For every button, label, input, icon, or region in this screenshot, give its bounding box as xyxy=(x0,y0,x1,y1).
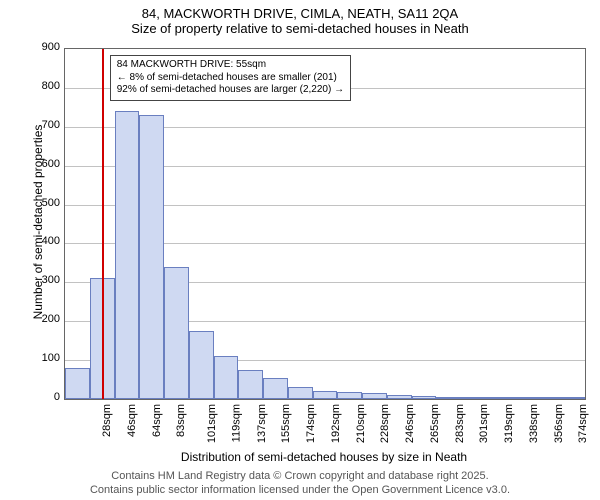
y-axis-label: Number of semi-detached properties xyxy=(31,102,45,342)
y-tick-label: 400 xyxy=(28,235,60,247)
y-tick-label: 600 xyxy=(28,158,60,170)
annotation-box: 84 MACKWORTH DRIVE: 55sqm← 8% of semi-de… xyxy=(110,55,351,101)
x-tick-label: 119sqm xyxy=(230,404,242,442)
x-tick-label: 338sqm xyxy=(528,404,540,443)
histogram-bar xyxy=(65,368,90,399)
histogram-bar xyxy=(139,115,164,399)
y-tick-label: 100 xyxy=(28,352,60,364)
x-tick-label: 64sqm xyxy=(151,404,163,437)
x-tick-label: 101sqm xyxy=(206,404,218,443)
x-tick-label: 46sqm xyxy=(126,404,138,437)
histogram-bar xyxy=(238,370,263,399)
x-tick-label: 246sqm xyxy=(404,404,416,443)
y-tick-label: 700 xyxy=(28,119,60,131)
histogram-bar xyxy=(486,397,511,399)
x-tick-label: 83sqm xyxy=(175,404,187,437)
annotation-line: 84 MACKWORTH DRIVE: 55sqm xyxy=(117,59,344,72)
x-tick-label: 137sqm xyxy=(256,404,268,443)
histogram-bar xyxy=(535,397,560,399)
plot-area: 84 MACKWORTH DRIVE: 55sqm← 8% of semi-de… xyxy=(64,48,586,400)
chart-container: { "title_line1": "84, MACKWORTH DRIVE, C… xyxy=(0,0,600,500)
x-axis-label: Distribution of semi-detached houses by … xyxy=(64,450,584,464)
title-block: 84, MACKWORTH DRIVE, CIMLA, NEATH, SA11 … xyxy=(0,0,600,36)
x-tick-label: 155sqm xyxy=(280,404,292,443)
y-tick-label: 900 xyxy=(28,41,60,53)
x-tick-label: 301sqm xyxy=(479,404,491,443)
title-line-1: 84, MACKWORTH DRIVE, CIMLA, NEATH, SA11 … xyxy=(0,6,600,21)
title-line-2: Size of property relative to semi-detach… xyxy=(0,21,600,36)
x-tick-label: 374sqm xyxy=(578,404,590,443)
histogram-bar xyxy=(288,387,313,399)
histogram-bar xyxy=(263,378,288,399)
x-tick-label: 283sqm xyxy=(454,404,466,443)
histogram-bar xyxy=(436,397,461,399)
y-tick-label: 300 xyxy=(28,274,60,286)
histogram-bar xyxy=(164,267,189,399)
y-tick-label: 0 xyxy=(28,391,60,403)
histogram-bar xyxy=(362,393,387,399)
x-tick-label: 228sqm xyxy=(380,404,392,443)
annotation-line: 92% of semi-detached houses are larger (… xyxy=(117,84,344,97)
histogram-bar xyxy=(461,397,486,399)
y-tick-label: 500 xyxy=(28,197,60,209)
histogram-bar xyxy=(214,356,239,399)
histogram-bar xyxy=(560,397,585,399)
caption-line-2: Contains public sector information licen… xyxy=(0,484,600,496)
marker-line xyxy=(102,49,104,399)
y-tick-label: 800 xyxy=(28,80,60,92)
histogram-bar xyxy=(412,396,437,399)
x-tick-label: 265sqm xyxy=(429,404,441,443)
annotation-line: ← 8% of semi-detached houses are smaller… xyxy=(117,72,344,85)
x-tick-label: 28sqm xyxy=(101,404,113,437)
histogram-bar xyxy=(337,392,362,399)
x-tick-label: 192sqm xyxy=(330,404,342,443)
x-tick-label: 210sqm xyxy=(355,404,367,443)
x-tick-label: 174sqm xyxy=(305,404,317,443)
x-tick-label: 319sqm xyxy=(503,404,515,443)
y-tick-label: 200 xyxy=(28,313,60,325)
histogram-bar xyxy=(511,397,536,399)
histogram-bar xyxy=(189,331,214,399)
histogram-bar xyxy=(313,391,338,399)
x-tick-label: 356sqm xyxy=(553,404,565,443)
histogram-bar xyxy=(115,111,140,399)
caption-line-1: Contains HM Land Registry data © Crown c… xyxy=(0,470,600,482)
histogram-bar xyxy=(387,395,412,399)
